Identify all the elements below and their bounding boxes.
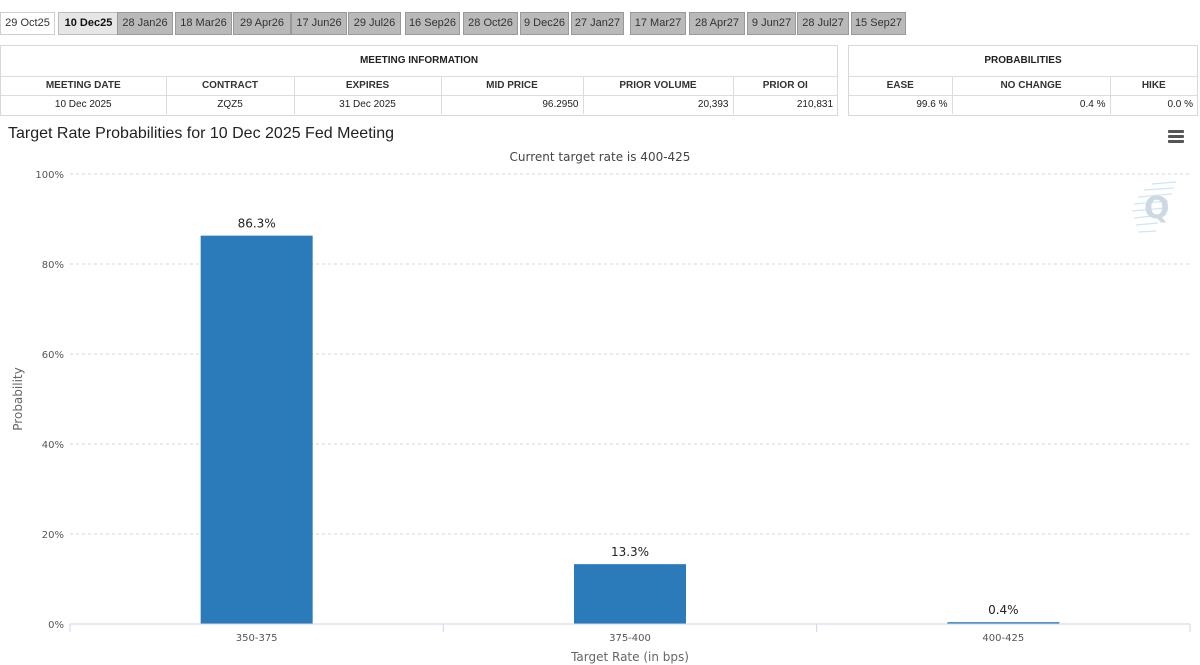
expires-value: 31 Dec 2025 <box>294 95 442 114</box>
chart-title: Target Rate Probabilities for 10 Dec 202… <box>8 125 394 142</box>
y-axis-title: Probability <box>11 367 25 430</box>
tab-meeting-date[interactable]: 10 Dec25 <box>58 12 119 35</box>
bar-400-425[interactable] <box>947 622 1060 624</box>
probabilities-table: PROBABILITIES EASE NO CHANGE HIKE 99.6 %… <box>848 45 1198 116</box>
tab-meeting-date[interactable]: 28 Oct26 <box>463 12 518 35</box>
y-tick-label: 20% <box>42 530 64 541</box>
x-tick-label: 375-400 <box>609 633 651 644</box>
y-tick-label: 80% <box>42 260 64 271</box>
y-tick-label: 60% <box>42 350 64 361</box>
bar-value-label: 13.3% <box>611 545 649 559</box>
tab-meeting-date[interactable]: 17 Mar27 <box>630 12 686 35</box>
prior-oi-value: 210,831 <box>796 99 834 111</box>
tab-meeting-date[interactable]: 29 Oct25 <box>0 12 55 35</box>
ease-value: 99.6 % <box>849 95 953 114</box>
tab-meeting-date[interactable]: 28 Apr27 <box>689 12 745 35</box>
target-rate-chart: Target Rate Probabilities for 10 Dec 202… <box>0 118 1200 665</box>
y-tick-label: 0% <box>48 620 64 631</box>
tab-meeting-date[interactable]: 27 Jan27 <box>571 12 624 35</box>
column-header-expires: EXPIRES <box>294 76 442 96</box>
q-logo-icon: Q <box>1131 181 1177 233</box>
contract-value: ZQZ5 <box>166 95 295 114</box>
tab-meeting-date[interactable]: 28 Jan26 <box>117 12 173 35</box>
hamburger-menu-icon[interactable] <box>1168 130 1186 144</box>
column-header-meeting-date: MEETING DATE <box>1 76 167 96</box>
meeting-information-title: MEETING INFORMATION <box>1 46 838 77</box>
column-header-no-change: NO CHANGE <box>952 76 1111 96</box>
x-tick-label: 400-425 <box>982 633 1024 644</box>
meeting-information-table: MEETING INFORMATION MEETING DATE CONTRAC… <box>0 45 838 116</box>
column-header-contract: CONTRACT <box>166 76 295 96</box>
hike-value: 0.0 % <box>1167 99 1194 111</box>
tab-meeting-date[interactable]: 16 Sep26 <box>405 12 460 35</box>
chart-subtitle: Current target rate is 400-425 <box>509 150 691 164</box>
tab-meeting-date[interactable]: 9 Dec26 <box>520 12 569 35</box>
prior-volume-value: 20,393 <box>583 95 734 114</box>
meeting-date-value: 10 Dec 2025 <box>1 95 167 114</box>
y-tick-label: 100% <box>35 170 64 181</box>
column-header-hike: HIKE <box>1110 76 1198 96</box>
bar-value-label: 86.3% <box>238 217 276 231</box>
probabilities-title: PROBABILITIES <box>849 46 1198 77</box>
tab-meeting-date[interactable]: 17 Jun26 <box>291 12 347 35</box>
meeting-date-tabs: 29 Oct25 10 Dec25 28 Jan26 18 Mar26 29 Apr26… <box>0 12 1200 36</box>
svg-text:Q: Q <box>1144 191 1170 226</box>
tab-meeting-date[interactable]: 15 Sep27 <box>851 12 906 35</box>
tab-meeting-date[interactable]: 29 Apr26 <box>233 12 291 35</box>
y-tick-label: 40% <box>42 440 64 451</box>
column-header-prior-oi: PRIOR OI <box>733 76 838 96</box>
column-header-prior-volume: PRIOR VOLUME <box>583 76 734 96</box>
x-tick-label: 350-375 <box>236 633 278 644</box>
tab-meeting-date[interactable]: 18 Mar26 <box>175 12 232 35</box>
bar-value-label: 0.4% <box>988 603 1019 617</box>
tab-meeting-date[interactable]: 29 Jul26 <box>348 12 401 35</box>
tab-meeting-date[interactable]: 9 Jun27 <box>747 12 796 35</box>
no-change-value: 0.4 % <box>952 95 1111 114</box>
bar-350-375[interactable] <box>200 235 313 624</box>
mid-price-value: 96.2950 <box>441 95 584 114</box>
column-header-mid-price: MID PRICE <box>441 76 584 96</box>
bar-375-400[interactable] <box>574 564 686 624</box>
x-axis-title: Target Rate (in bps) <box>570 650 689 664</box>
column-header-ease: EASE <box>849 76 953 96</box>
chart-plot-area: 0% 20% 40% 60% 80% 100% 86.3% 13.3% 0.4% 350-37… <box>11 170 1191 664</box>
tab-meeting-date[interactable]: 28 Jul27 <box>797 12 849 35</box>
